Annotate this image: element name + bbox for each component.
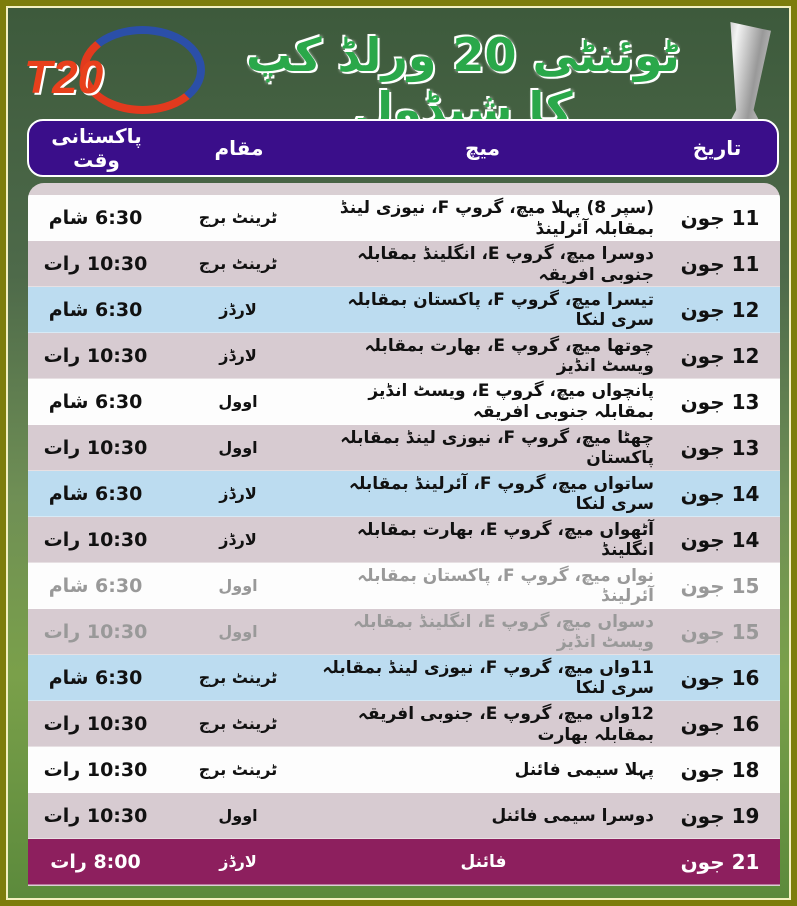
schedule-table: 11 جون (سپر 8) پہلا میچ، گروپ F، نیوزی لی… (28, 183, 780, 886)
table-row: 16 جون 12واں میچ، گروپ E، جنوبی افریقہ بم… (28, 701, 780, 747)
date-cell: 11 جون (680, 251, 760, 276)
venue-cell: اوول (218, 806, 258, 825)
date-cell: 14 جون (680, 527, 760, 552)
time-cell: 6:30 شام (48, 390, 143, 413)
match-cell: تیسرا میچ، گروپ F، پاکستان بمقابلہ سری ل… (347, 290, 654, 330)
date-cell: 16 جون (680, 665, 760, 690)
match-cell: نواں میچ، گروپ F، پاکستان بمقابلہ آئرلین… (357, 566, 654, 606)
date-cell: 15 جون (680, 619, 760, 644)
time-cell: 6:30 شام (48, 666, 143, 689)
date-cell: 21 جون (680, 849, 760, 874)
date-cell: 12 جون (680, 297, 760, 322)
time-cell: 8:00 رات (50, 850, 141, 873)
table-row: 11 جون (سپر 8) پہلا میچ، گروپ F، نیوزی لی… (28, 195, 780, 241)
venue-cell: لارڈز (219, 484, 257, 503)
table-row: 14 جون ساتواں میچ، گروپ F، آئرلینڈ بمقابل… (28, 471, 780, 517)
venue-cell: لارڈز (219, 300, 257, 319)
table-row: 14 جون آٹھواں میچ، گروپ E، بھارت بمقابلہ … (28, 517, 780, 563)
time-cell: 6:30 شام (48, 206, 143, 229)
t20-logo: T20 (20, 26, 215, 116)
table-row: 12 جون چوتھا میچ، گروپ E، بھارت بمقابلہ و… (28, 333, 780, 379)
table-row: 13 جون چھٹا میچ، گروپ F، نیوزی لینڈ بمقاب… (28, 425, 780, 471)
date-cell: 16 جون (680, 711, 760, 736)
match-cell: 11واں میچ، گروپ F، نیوزی لینڈ بمقابلہ سر… (322, 658, 654, 698)
venue-cell: ٹرینٹ برج (198, 760, 278, 779)
logo-text: T20 (24, 51, 104, 103)
venue-cell: ٹرینٹ برج (198, 668, 278, 687)
time-cell: 6:30 شام (48, 298, 143, 321)
final-row: 21 جون فائنل لارڈز 8:00 رات (28, 839, 780, 885)
table-header: تاریخ میچ مقام پاکستانی وقت (27, 119, 779, 177)
match-cell: دوسرا سیمی فائنل (491, 805, 654, 826)
venue-cell: لارڈز (219, 530, 257, 549)
time-cell: 10:30 رات (43, 804, 148, 827)
match-cell: چوتھا میچ، گروپ E، بھارت بمقابلہ ویسٹ ان… (364, 336, 654, 376)
date-cell: 14 جون (680, 481, 760, 506)
column-date: تاریخ (692, 136, 742, 160)
table-row: 12 جون تیسرا میچ، گروپ F، پاکستان بمقابلہ… (28, 287, 780, 333)
match-cell: ساتواں میچ، گروپ F، آئرلینڈ بمقابلہ سری … (348, 474, 654, 514)
date-cell: 13 جون (680, 435, 760, 460)
time-cell: 10:30 رات (43, 528, 148, 551)
match-cell: دسواں میچ، گروپ E، انگلینڈ بمقابلہ ویسٹ … (353, 612, 654, 652)
column-match: میچ (465, 136, 500, 160)
venue-cell: اوول (218, 392, 258, 411)
date-cell: 19 جون (680, 803, 760, 828)
venue-cell: ٹرینٹ برج (198, 208, 278, 227)
match-cell: (سپر 8) پہلا میچ، گروپ F، نیوزی لینڈ بمق… (339, 197, 654, 239)
time-cell: 6:30 شام (48, 574, 143, 597)
poster: T20 ٹوئنٹی 20 ورلڈ کپ کا شیڈول تاریخ میچ… (6, 6, 791, 900)
venue-cell: ٹرینٹ برج (198, 714, 278, 733)
time-cell: 6:30 شام (48, 482, 143, 505)
time-cell: 10:30 رات (43, 620, 148, 643)
table-row: 16 جون 11واں میچ، گروپ F، نیوزی لینڈ بمقا… (28, 655, 780, 701)
date-cell: 15 جون (680, 573, 760, 598)
time-cell: 10:30 رات (43, 758, 148, 781)
date-cell: 12 جون (680, 343, 760, 368)
date-cell: 18 جون (680, 757, 760, 782)
match-cell: 12واں میچ، گروپ E، جنوبی افریقہ بمقابلہ … (357, 703, 654, 745)
table-row: 18 جون پہلا سیمی فائنل ٹرینٹ برج 10:30 رات (28, 747, 780, 793)
table-row: 13 جون پانچواں میچ، گروپ E، ویسٹ انڈیز بم… (28, 379, 780, 425)
trophy-icon (724, 22, 771, 132)
date-cell: 13 جون (680, 389, 760, 414)
venue-cell: لارڈز (219, 346, 257, 365)
match-cell: چھٹا میچ، گروپ F، نیوزی لینڈ بمقابلہ پاک… (340, 428, 654, 468)
table-row: 11 جون دوسرا میچ، گروپ E، انگلینڈ بمقابلہ… (28, 241, 780, 287)
time-cell: 10:30 رات (43, 344, 148, 367)
match-cell: پہلا سیمی فائنل (514, 760, 654, 780)
column-time: پاکستانی وقت (51, 124, 142, 172)
table-row: 19 جون دوسرا سیمی فائنل اوول 10:30 رات (28, 793, 780, 839)
logo-ring-icon (80, 26, 205, 114)
time-cell: 10:30 رات (43, 436, 148, 459)
venue-cell: ٹرینٹ برج (198, 254, 278, 273)
match-cell: فائنل (460, 851, 507, 872)
match-cell: آٹھواں میچ، گروپ E، بھارت بمقابلہ انگلین… (357, 520, 654, 560)
time-cell: 10:30 رات (43, 252, 148, 275)
venue-cell: اوول (218, 622, 258, 641)
date-cell: 11 جون (680, 205, 760, 230)
time-cell: 10:30 رات (43, 712, 148, 735)
match-cell: پانچواں میچ، گروپ E، ویسٹ انڈیز بمقابلہ … (368, 381, 654, 422)
column-venue: مقام (214, 136, 264, 160)
match-cell: دوسرا میچ، گروپ E، انگلینڈ بمقابلہ جنوبی… (357, 243, 654, 285)
venue-cell: اوول (218, 438, 258, 457)
venue-cell: لارڈز (219, 852, 257, 871)
table-row: 15 جون نواں میچ، گروپ F، پاکستان بمقابلہ … (28, 563, 780, 609)
venue-cell: اوول (218, 576, 258, 595)
table-row: 15 جون دسواں میچ، گروپ E، انگلینڈ بمقابلہ… (28, 609, 780, 655)
